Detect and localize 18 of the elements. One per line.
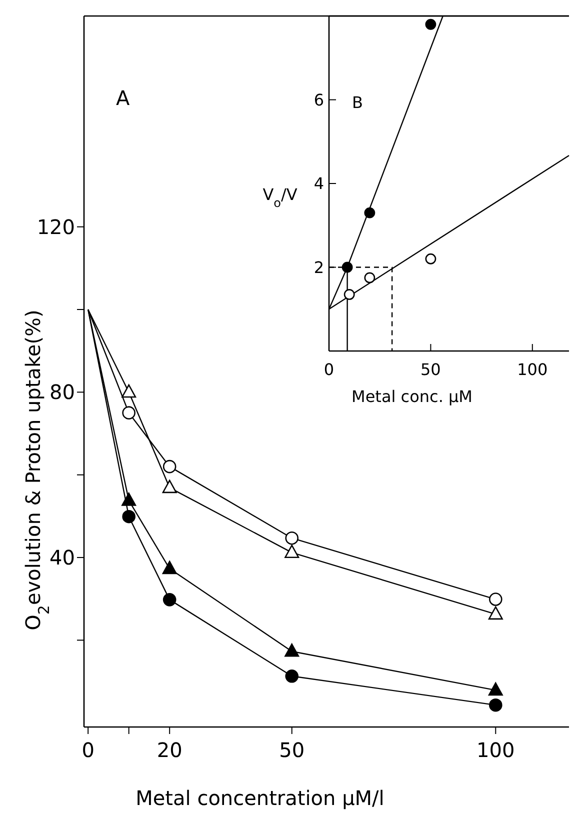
x-axis-title: Metal concentration μM/l [136, 786, 384, 810]
x-tick-label: 100 [476, 738, 515, 762]
x-tick-label: 20 [156, 738, 182, 762]
annotation: A [116, 86, 130, 110]
x-tick-label: 50 [279, 738, 305, 762]
y-tick-label: 4 [314, 174, 324, 194]
x-tick-label: 100 [517, 360, 548, 379]
y-tick-label: 6 [314, 90, 324, 110]
y-tick-label: 80 [50, 380, 75, 404]
x-tick-label: 0 [324, 360, 334, 379]
y-axis-title: V$_{o}$/V [262, 185, 298, 210]
annotation: B [352, 93, 363, 112]
x-tick-label: 0 [82, 738, 94, 762]
x-tick-label: 50 [420, 360, 441, 379]
y-tick-label: 120 [36, 214, 75, 239]
x-axis-title: Metal conc. μM [352, 387, 472, 406]
y-tick-label: 2 [314, 258, 324, 277]
y-tick-label: 40 [50, 546, 75, 570]
